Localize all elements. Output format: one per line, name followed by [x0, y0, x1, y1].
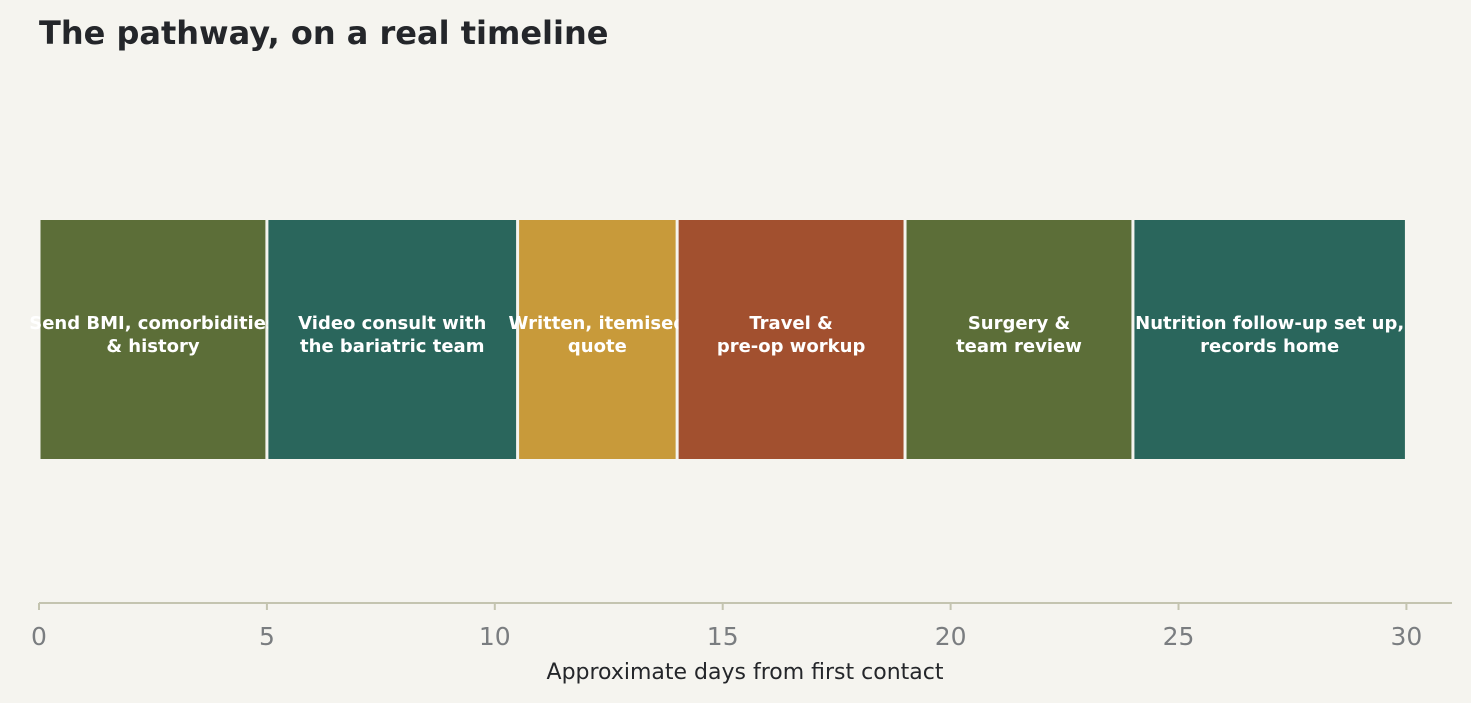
x-tick-label: 0	[31, 622, 47, 651]
segment-bar	[906, 220, 1132, 459]
segment-bar	[40, 220, 266, 459]
segment-label: quote	[568, 336, 627, 357]
x-tick-label: 30	[1391, 622, 1423, 651]
segment-label: the bariatric team	[300, 336, 484, 357]
segment-label: Nutrition follow-up set up,	[1135, 313, 1404, 334]
timeline-segment: Send BMI, comorbidities& history	[29, 220, 277, 459]
segment-label: Send BMI, comorbidities	[29, 313, 276, 334]
segment-label: team review	[956, 336, 1082, 357]
segment-label: Video consult with	[298, 313, 486, 334]
segment-label: pre-op workup	[717, 336, 866, 357]
x-tick-label: 20	[935, 622, 967, 651]
x-tick-label: 25	[1163, 622, 1195, 651]
x-tick-label: 15	[707, 622, 739, 651]
segment-label: Written, itemised	[509, 313, 687, 334]
x-axis: 0 5 10 15 20 25 30	[31, 602, 1452, 651]
x-axis-title: Approximate days from first contact	[547, 660, 944, 685]
segment-bar	[1134, 220, 1405, 459]
timeline-segment: Travel &pre-op workup	[678, 220, 904, 459]
x-tick-label: 5	[259, 622, 275, 651]
chart-title: The pathway, on a real timeline	[39, 14, 609, 52]
timeline-segment: Nutrition follow-up set up,records home	[1134, 220, 1405, 459]
segment-bar	[678, 220, 904, 459]
segment-bar	[268, 220, 517, 459]
segment-label: records home	[1200, 336, 1339, 357]
segment-label: Surgery &	[968, 313, 1070, 334]
segment-label: Travel &	[749, 313, 832, 334]
timeline-segment: Surgery &team review	[906, 220, 1132, 459]
segment-bar	[519, 220, 676, 459]
segment-label: & history	[106, 336, 200, 357]
x-tick-label: 10	[479, 622, 511, 651]
